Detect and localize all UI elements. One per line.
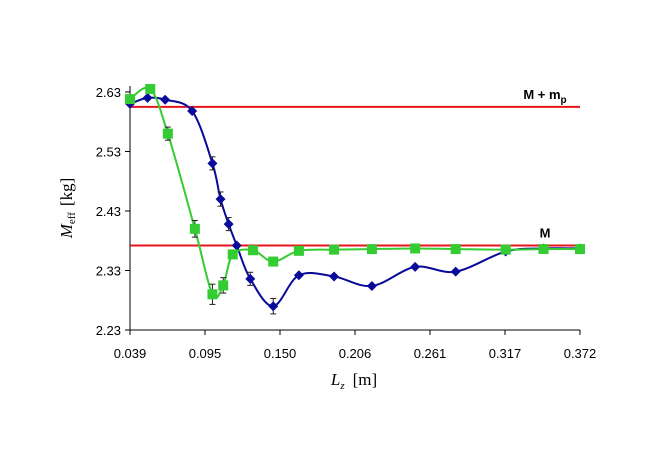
- y-tick-label: 2.63: [96, 85, 121, 100]
- data-point-diamond: [268, 301, 279, 312]
- y-tick-label: 2.53: [96, 144, 121, 159]
- data-point-diamond: [329, 271, 340, 282]
- data-point-diamond: [450, 266, 461, 277]
- data-point-square: [268, 256, 279, 267]
- data-point-diamond: [223, 219, 234, 230]
- data-point-square: [500, 244, 511, 255]
- data-point-square: [538, 244, 549, 255]
- series-diamond: [125, 92, 585, 315]
- data-point-diamond: [293, 270, 304, 281]
- data-point-square: [329, 244, 340, 255]
- data-point-diamond: [187, 105, 198, 116]
- x-tick-label: 0.372: [564, 346, 597, 361]
- x-tick-label: 0.150: [264, 346, 297, 361]
- x-tick-label: 0.206: [339, 346, 372, 361]
- data-point-square: [366, 244, 377, 255]
- data-point-diamond: [215, 194, 226, 205]
- data-point-diamond: [245, 273, 256, 284]
- x-tick-label: 0.095: [189, 346, 222, 361]
- series-layer: [125, 83, 585, 315]
- x-axis-title: Lz [m]: [330, 370, 377, 392]
- data-point-square: [125, 94, 135, 105]
- data-point-diamond: [231, 240, 242, 251]
- x-tick-label: 0.317: [489, 346, 522, 361]
- data-point-square: [247, 245, 258, 256]
- data-point-square: [227, 249, 238, 260]
- data-point-square: [189, 223, 200, 234]
- reference-line-label: M: [540, 225, 551, 240]
- data-point-square: [207, 289, 218, 300]
- data-point-diamond: [410, 261, 421, 272]
- data-point-diamond: [142, 92, 153, 103]
- data-point-diamond: [160, 94, 171, 105]
- data-point-square: [575, 244, 585, 255]
- data-point-square: [162, 128, 173, 139]
- x-ticks: 0.039 0.095 0.150 0.206 0.261 0.317 0.372: [114, 330, 597, 361]
- y-tick-label: 2.43: [96, 204, 121, 219]
- y-ticks: 2.23 2.33 2.43 2.53 2.63: [96, 85, 130, 338]
- series-square: [125, 83, 585, 305]
- data-point-square: [410, 243, 421, 254]
- data-point-diamond: [207, 158, 218, 169]
- x-tick-label: 0.261: [414, 346, 447, 361]
- y-tick-label: 2.23: [96, 323, 121, 338]
- y-tick-label: 2.33: [96, 263, 121, 278]
- data-point-square: [218, 280, 229, 291]
- data-point-square: [450, 244, 461, 255]
- y-axis-title: Meff[kg]: [57, 178, 78, 240]
- reference-line-label: M + mp: [523, 87, 566, 106]
- x-tick-label: 0.039: [114, 346, 147, 361]
- data-point-diamond: [366, 280, 377, 291]
- series-line: [129, 96, 581, 308]
- data-point-square: [145, 83, 156, 94]
- data-point-square: [293, 245, 304, 256]
- reference-lines: M + mp M: [130, 87, 580, 247]
